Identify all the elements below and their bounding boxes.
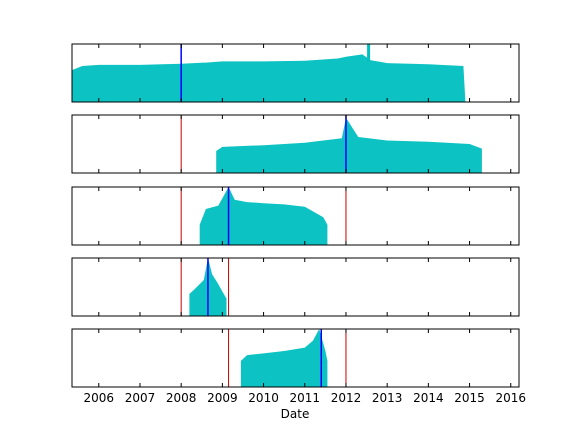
x-tick-label: 2011 — [289, 391, 320, 405]
panel-5 — [71, 328, 520, 388]
x-axis-ticks: 2006 2007 2008 2009 2010 2011 2012 2013 2014 2015… — [84, 391, 527, 405]
x-tick-label: 2010 — [248, 391, 279, 405]
x-tick-label: 2008 — [166, 391, 197, 405]
panel-frame — [71, 186, 520, 246]
x-tick-label: 2006 — [84, 391, 115, 405]
panel-frame — [71, 328, 520, 388]
x-tick-label: 2007 — [125, 391, 156, 405]
distribution-area — [199, 187, 328, 245]
panel-frame — [71, 257, 520, 317]
x-tick-label: 2012 — [331, 391, 362, 405]
panel-frame — [71, 114, 520, 174]
x-tick-label: 2014 — [413, 391, 444, 405]
x-axis-label: Date — [281, 407, 310, 421]
x-tick-label: 2016 — [495, 391, 526, 405]
distribution-area — [240, 329, 328, 387]
distribution-area — [72, 54, 466, 102]
x-tick-label: 2009 — [207, 391, 238, 405]
panels — [71, 43, 520, 388]
x-tick-label: 2013 — [372, 391, 403, 405]
panel-4 — [71, 257, 520, 317]
panel-frame — [71, 43, 520, 103]
panel-1 — [71, 43, 520, 103]
panel-3 — [71, 186, 520, 246]
x-tick-label: 2015 — [454, 391, 485, 405]
distribution-spike — [367, 44, 371, 62]
panel-2 — [71, 114, 520, 174]
distribution-area — [216, 117, 482, 173]
